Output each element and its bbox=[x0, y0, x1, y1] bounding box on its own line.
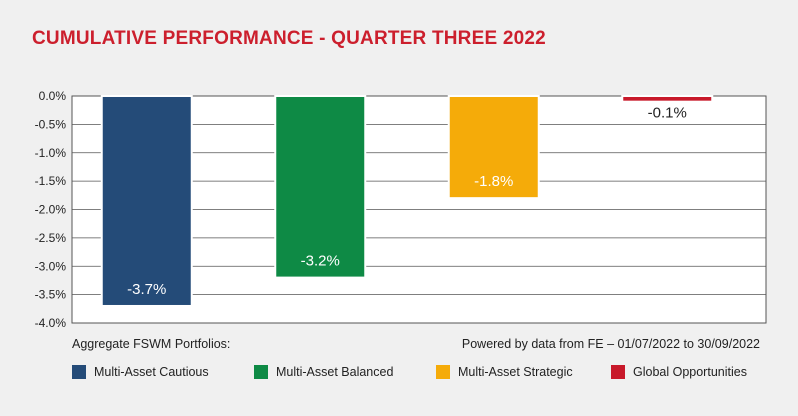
legend-label: Global Opportunities bbox=[633, 365, 747, 379]
bar-0 bbox=[100, 95, 193, 307]
data-label-3: -0.1% bbox=[648, 105, 687, 122]
legend-item-balanced: Multi-Asset Balanced bbox=[254, 365, 436, 379]
y-tick-label: -3.5% bbox=[35, 288, 67, 302]
y-tick-label: -3.0% bbox=[35, 259, 67, 273]
data-label-1: -3.2% bbox=[301, 253, 340, 270]
bar-2 bbox=[447, 95, 540, 200]
chart-title: CUMULATIVE PERFORMANCE - QUARTER THREE 2… bbox=[32, 28, 546, 49]
y-tick-label: -0.5% bbox=[35, 117, 67, 131]
data-label-0: -3.7% bbox=[127, 281, 166, 298]
y-tick-label: -4.0% bbox=[35, 316, 67, 330]
y-tick-label: -1.5% bbox=[35, 174, 67, 188]
bar-3 bbox=[621, 95, 714, 103]
legend-label: Multi-Asset Cautious bbox=[94, 365, 209, 379]
y-tick-label: -2.5% bbox=[35, 231, 67, 245]
y-tick-label: -2.0% bbox=[35, 203, 67, 217]
legend-swatch-icon bbox=[72, 365, 86, 379]
chart-legend: Multi-Asset Cautious Multi-Asset Balance… bbox=[72, 365, 772, 379]
data-label-2: -1.8% bbox=[474, 173, 513, 190]
legend-item-cautious: Multi-Asset Cautious bbox=[72, 365, 254, 379]
portfolio-caption: Aggregate FSWM Portfolios: bbox=[72, 337, 231, 351]
legend-swatch-icon bbox=[436, 365, 450, 379]
data-source-note: Powered by data from FE – 01/07/2022 to … bbox=[461, 337, 760, 351]
legend-item-strategic: Multi-Asset Strategic bbox=[436, 365, 611, 379]
legend-label: Multi-Asset Balanced bbox=[276, 365, 394, 379]
legend-label: Multi-Asset Strategic bbox=[458, 365, 573, 379]
bar-1 bbox=[274, 95, 367, 279]
y-tick-label: -1.0% bbox=[35, 146, 67, 160]
legend-item-global: Global Opportunities bbox=[611, 365, 747, 379]
y-tick-label: 0.0% bbox=[39, 89, 67, 103]
legend-swatch-icon bbox=[611, 365, 625, 379]
legend-swatch-icon bbox=[254, 365, 268, 379]
plot-border bbox=[71, 95, 767, 324]
